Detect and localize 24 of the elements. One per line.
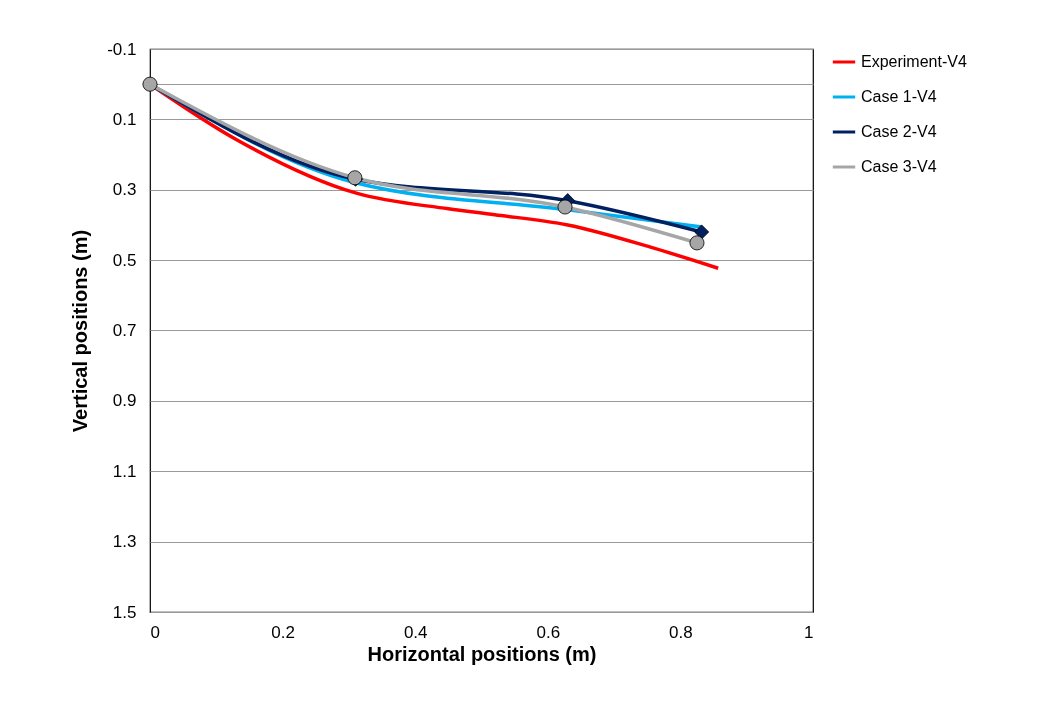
y-tick-label: 0.9: [112, 391, 137, 411]
legend-label: Experiment-V4: [861, 53, 967, 70]
y-tick-label: 1.1: [112, 461, 137, 481]
y-tick-label: -0.1: [107, 39, 137, 59]
point: [689, 235, 705, 251]
x-tick-label: 0: [150, 622, 160, 642]
y-axis-title: Vertical positions (m): [69, 229, 92, 433]
x-tick-label: 0.6: [536, 622, 561, 642]
x-tick-label: 0.2: [271, 622, 295, 642]
legend-label: Case 2-V4: [861, 123, 937, 140]
point: [694, 224, 710, 240]
legend-label: Case 1-V4: [861, 88, 937, 105]
y-tick-label: 0.7: [112, 321, 137, 340]
x-tick-label: 0.8: [669, 622, 693, 642]
legend-label: Case 3-V4: [861, 158, 937, 175]
y-tick-label: 0.5: [112, 250, 137, 270]
x-tick-label: 0.4: [403, 622, 428, 642]
y-tick-label: 0.3: [112, 180, 137, 200]
x-axis-title: Horizontal positions (m): [367, 642, 597, 665]
x-tick-label: 1: [804, 622, 814, 642]
point: [557, 199, 573, 215]
y-tick-label: 1.3: [112, 532, 137, 552]
y-tick-label: 1.5: [112, 602, 137, 622]
y-tick-label: 0.1: [112, 109, 137, 129]
